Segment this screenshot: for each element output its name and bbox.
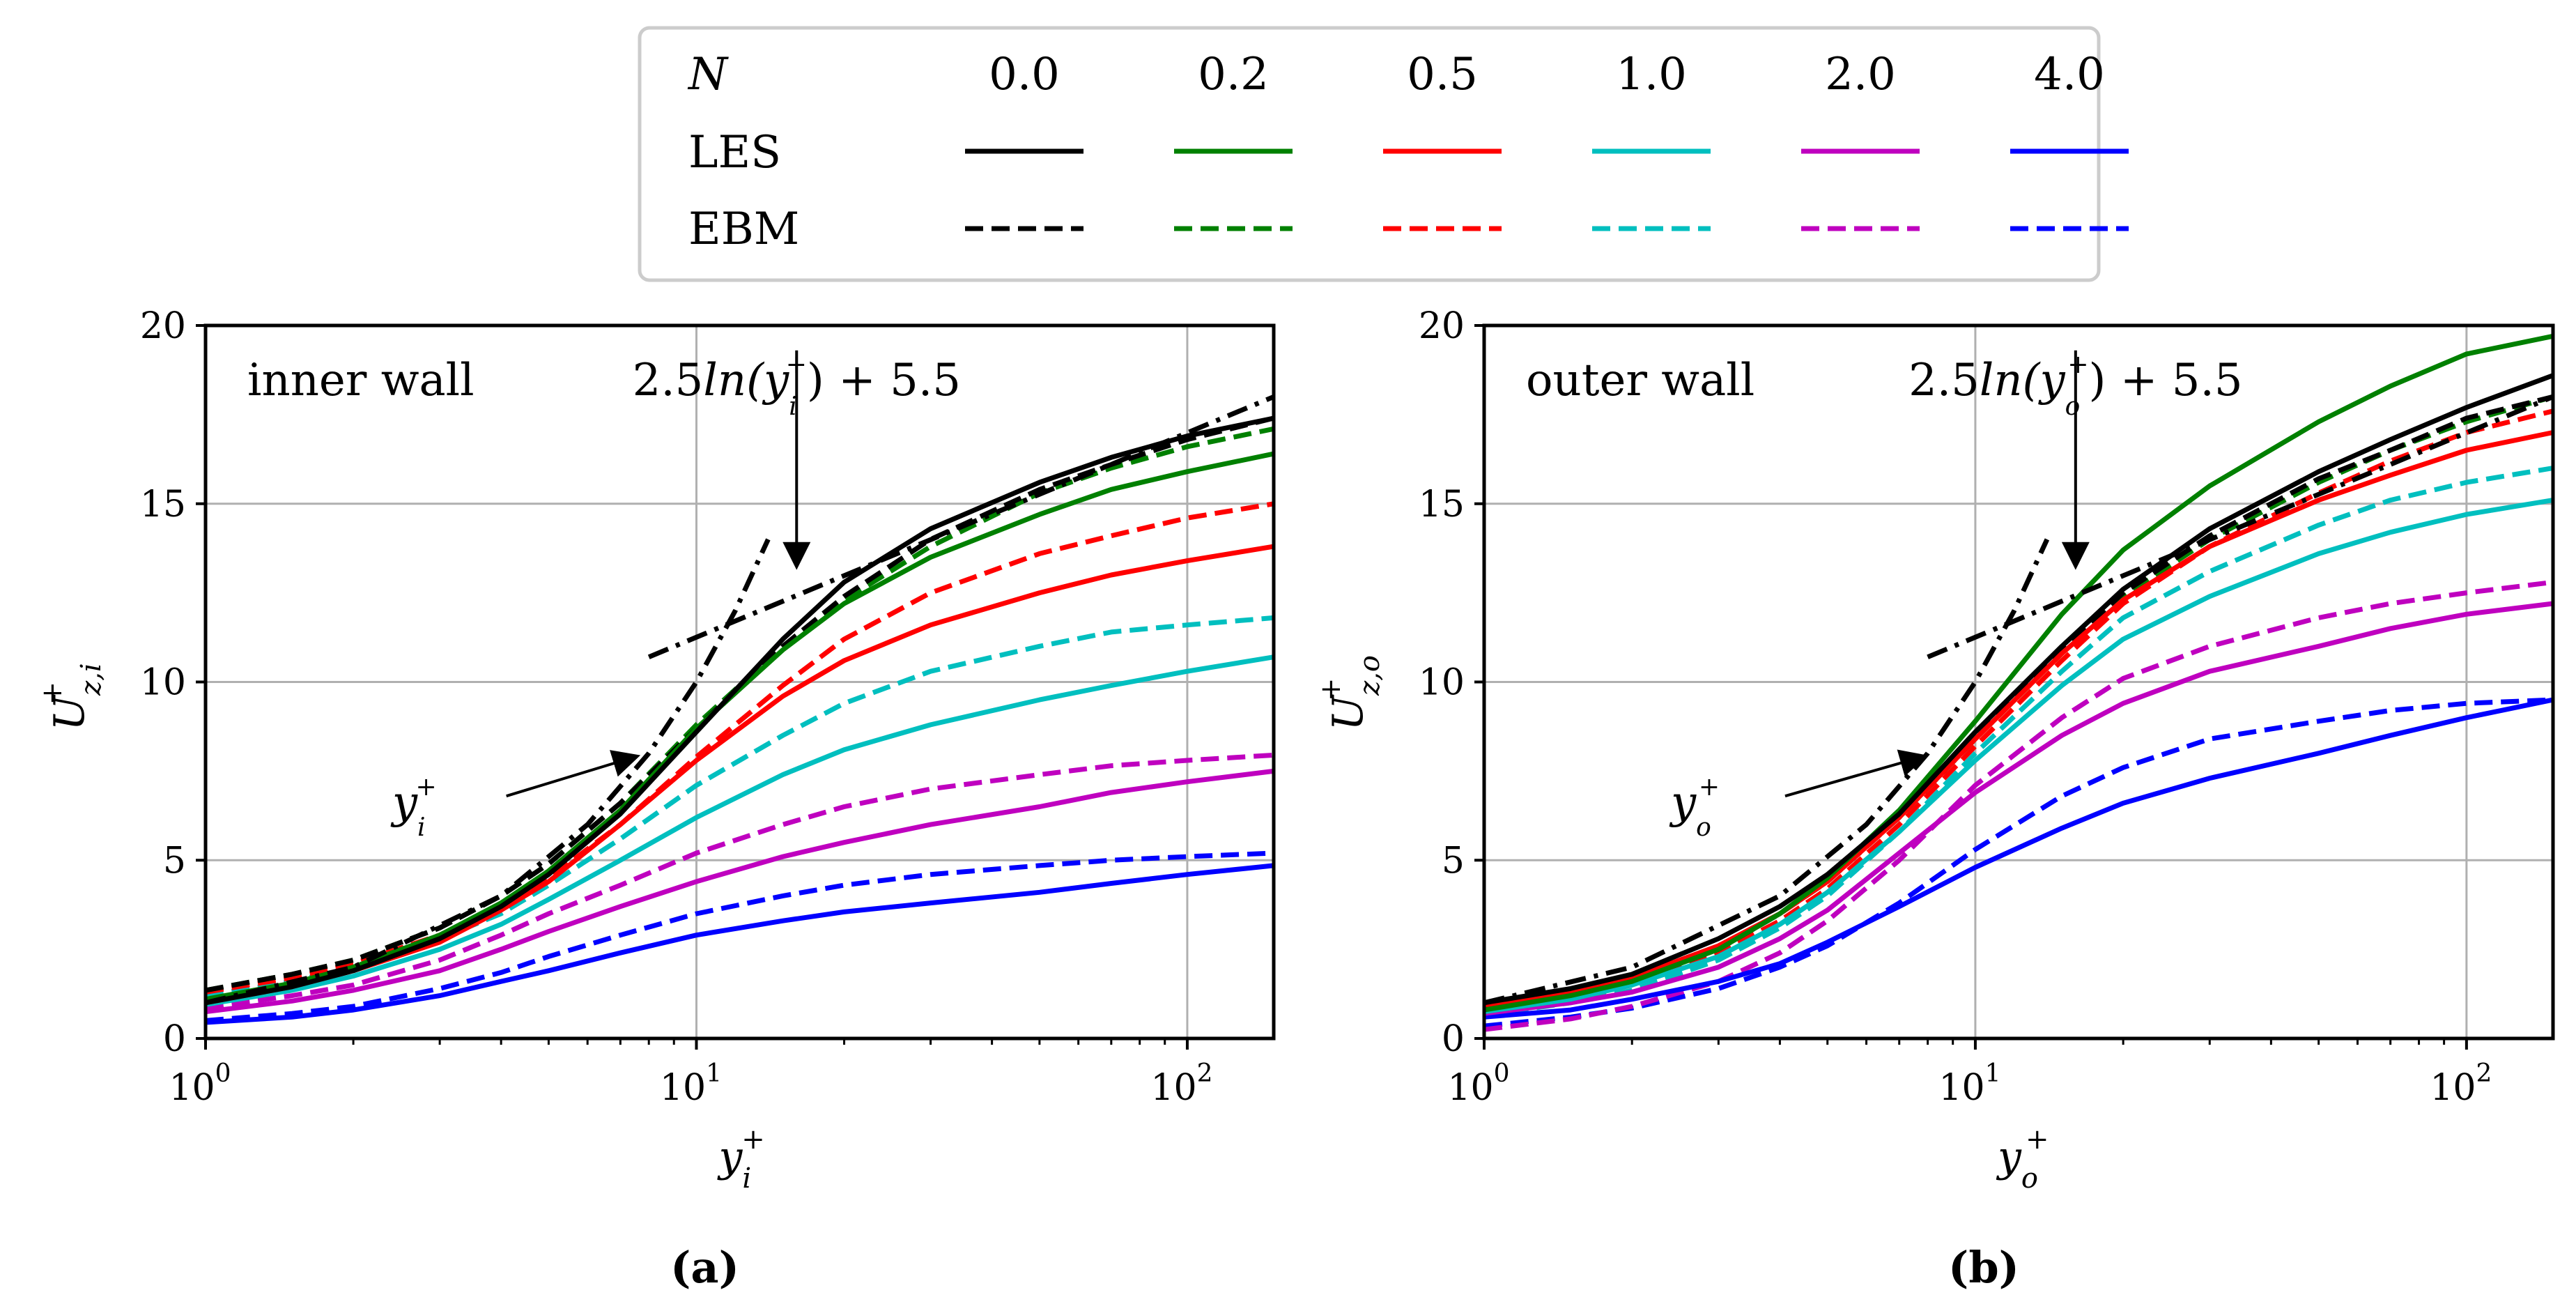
series-line bbox=[205, 752, 1274, 1011]
ticks-a: 0 5 10 15 20 100 101 102 bbox=[140, 305, 1213, 1109]
y-tick-label: 20 bbox=[140, 305, 186, 347]
series-line bbox=[205, 654, 1274, 1007]
log-law-label-b: 2.5ln(yo+) + 5.5 bbox=[1908, 351, 2243, 421]
series-line bbox=[1483, 430, 2554, 1009]
series-a bbox=[205, 415, 1274, 1025]
series-line bbox=[1483, 697, 2554, 1029]
series-line bbox=[1483, 579, 2554, 1032]
reference-lines-a bbox=[205, 394, 1275, 1006]
x-tick-label: 100 bbox=[169, 1059, 231, 1109]
panel-outer-wall: 0 5 10 15 20 100 101 102 outer wall 2.5ln(yo+) … bbox=[1315, 305, 2555, 1293]
annotation-b: outer wall bbox=[1526, 355, 1754, 406]
series-line bbox=[205, 850, 1274, 1023]
series-line bbox=[1483, 373, 2554, 1006]
y-tick-label: 15 bbox=[1419, 484, 1465, 526]
legend-n-value: 0.2 bbox=[1198, 49, 1269, 100]
y-tick-label: 0 bbox=[1442, 1018, 1465, 1060]
y-tick-label: 5 bbox=[163, 840, 186, 882]
viscous-label-b: yo+ bbox=[1669, 773, 1720, 842]
panel-label-a: (a) bbox=[670, 1242, 739, 1293]
y-tick-label: 20 bbox=[1419, 305, 1465, 347]
viscous-label-a: yi+ bbox=[390, 773, 437, 842]
y-tick-label: 10 bbox=[140, 662, 186, 704]
grid-b bbox=[1484, 325, 2553, 1038]
annotation-a: inner wall bbox=[247, 355, 475, 406]
x-tick-label: 101 bbox=[1938, 1059, 2000, 1109]
series-line bbox=[1483, 498, 2554, 1015]
x-axis-label-b: yo+ bbox=[1996, 1123, 2049, 1195]
y-tick-label: 10 bbox=[1419, 662, 1465, 704]
y-axis-label-b: Uz,o+ bbox=[1315, 655, 1386, 730]
legend-n-value: 0.5 bbox=[1407, 49, 1478, 100]
legend-n-value: 4.0 bbox=[2034, 49, 2105, 100]
legend-n-value: 0.0 bbox=[989, 49, 1060, 100]
legend-les-label: LES bbox=[688, 127, 781, 178]
series-line bbox=[205, 426, 1274, 993]
reference-line bbox=[1927, 394, 2554, 659]
series-line bbox=[205, 768, 1274, 1015]
x-tick-label: 100 bbox=[1447, 1059, 1509, 1109]
series-line bbox=[1483, 333, 2554, 1013]
legend-param-label: N bbox=[687, 49, 729, 100]
arrows-b bbox=[1784, 350, 2090, 798]
series-line bbox=[1483, 394, 2554, 1013]
series-b bbox=[1483, 333, 2554, 1032]
y-axis-label-a: Uz,i+ bbox=[36, 663, 107, 730]
series-line bbox=[205, 863, 1274, 1025]
series-line bbox=[205, 415, 1274, 1006]
legend-frame bbox=[638, 26, 2101, 282]
reference-line bbox=[647, 394, 1275, 659]
legend-entries: 0.0 0.2 0.5 1.0 2.0 4.0 bbox=[965, 49, 2129, 231]
x-axis-label-a: yi+ bbox=[717, 1123, 765, 1195]
panel-inner-wall: 0 5 10 15 20 100 101 102 inner wall 2.5ln(yi+) … bbox=[36, 305, 1276, 1293]
annotation-arrow bbox=[506, 750, 641, 798]
legend-n-value: 1.0 bbox=[1616, 49, 1687, 100]
ticks-b: 0 5 10 15 20 100 101 102 bbox=[1419, 305, 2492, 1109]
series-line bbox=[1483, 697, 2554, 1020]
series-line bbox=[1483, 601, 2554, 1016]
x-tick-label: 102 bbox=[1150, 1059, 1212, 1109]
x-tick-label: 101 bbox=[660, 1059, 722, 1109]
series-line bbox=[1483, 466, 2554, 1018]
y-tick-label: 0 bbox=[163, 1018, 186, 1060]
reference-lines-b bbox=[1483, 394, 2554, 1006]
series-line bbox=[205, 501, 1274, 995]
y-tick-label: 15 bbox=[140, 484, 186, 526]
series-line bbox=[205, 544, 1274, 1006]
legend-ebm-label: EBM bbox=[688, 204, 799, 255]
log-law-label-a: 2.5ln(yi+) + 5.5 bbox=[633, 351, 961, 421]
series-line bbox=[205, 615, 1274, 999]
x-tick-label: 102 bbox=[2430, 1059, 2492, 1109]
annotation-arrow bbox=[1784, 749, 1928, 798]
arrows-a bbox=[506, 350, 811, 798]
legend-n-value: 2.0 bbox=[1825, 49, 1896, 100]
legend: N LES EBM 0.0 0.2 0.5 1.0 2.0 4.0 bbox=[638, 26, 2129, 282]
panel-label-b: (b) bbox=[1948, 1242, 2019, 1293]
y-tick-label: 5 bbox=[1442, 840, 1465, 882]
